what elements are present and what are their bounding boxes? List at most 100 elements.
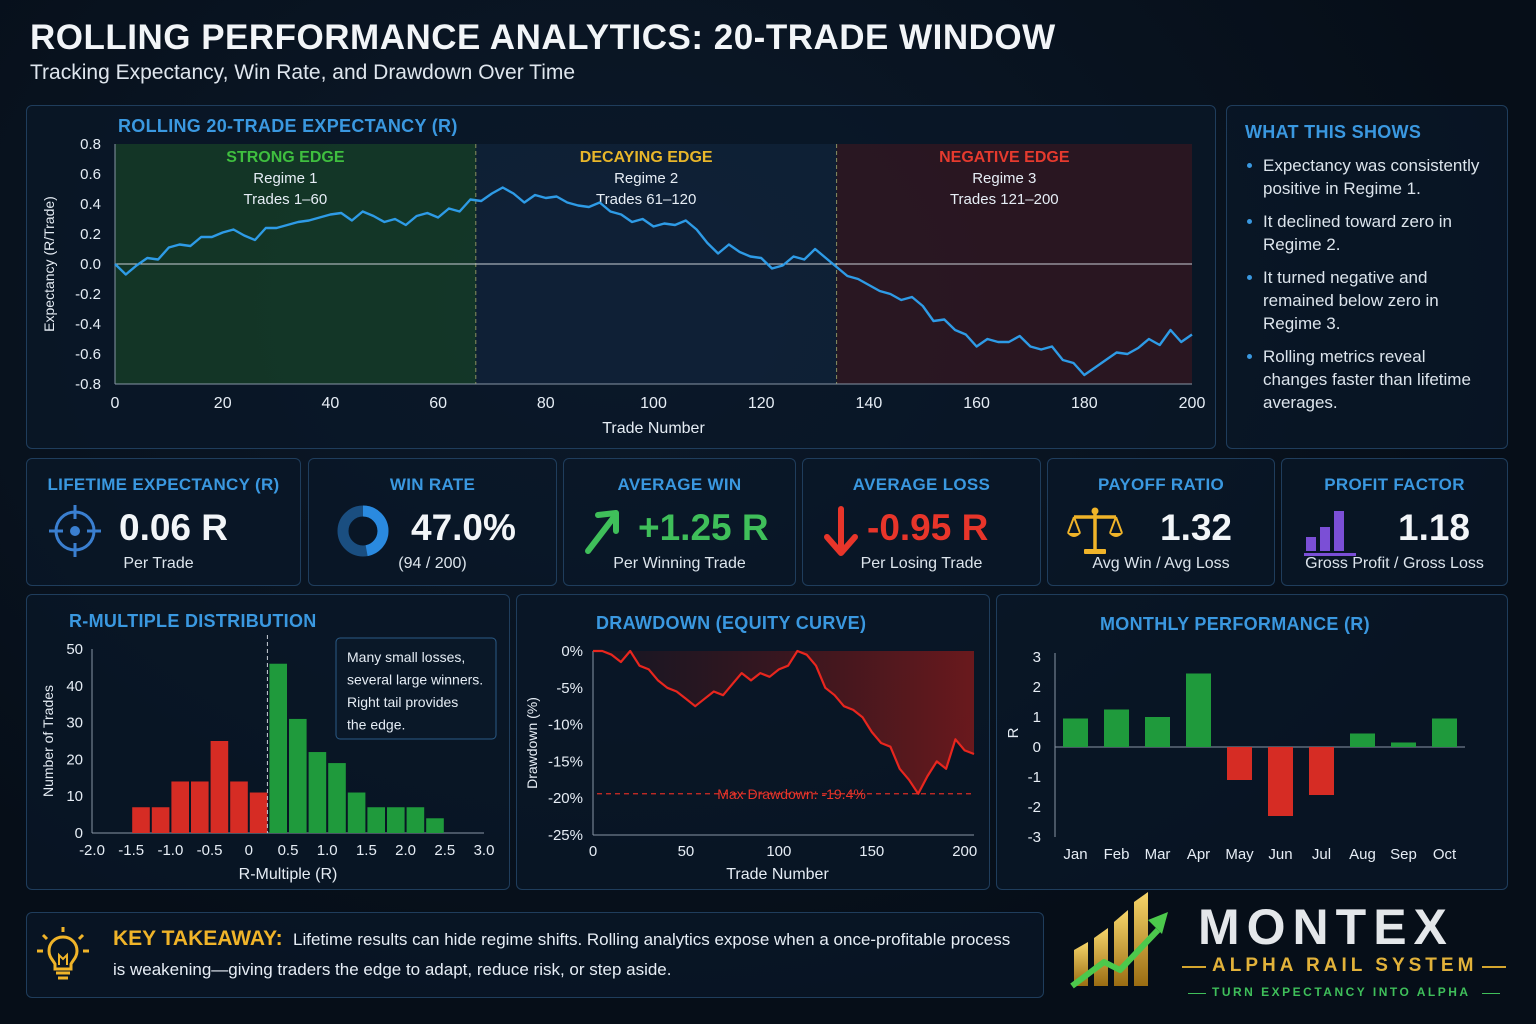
histogram-bar — [367, 807, 385, 833]
x-tick-label: -2.0 — [79, 842, 105, 859]
y-tick-label: -5% — [556, 680, 583, 697]
y-tick-label: 10 — [66, 788, 83, 805]
x-tick-label: 120 — [748, 395, 775, 412]
x-axis-label: Trade Number — [726, 866, 829, 883]
y-tick-label: -10% — [548, 717, 583, 734]
histogram-bar — [230, 781, 248, 833]
expectancy-panel: ROLLING 20-TRADE EXPECTANCY (R) STRONG E… — [26, 105, 1216, 449]
x-tick-label: 40 — [322, 395, 340, 412]
monthly-bar — [1186, 673, 1211, 747]
scale-icon — [1067, 507, 1123, 554]
x-tick-label: -1.5 — [118, 842, 144, 859]
takeaway-text-line2: is weakening—giving traders the edge to … — [113, 960, 672, 979]
kpi-average-win: AVERAGE WIN +1.25 R Per Winning Trade — [563, 458, 796, 586]
kpi-profit-factor: PROFIT FACTOR 1.18 Gross Profit / Gross … — [1281, 458, 1508, 586]
y-tick-label: 0.0 — [80, 256, 101, 273]
kpi-average-loss: AVERAGE LOSS -0.95 R Per Losing Trade — [802, 458, 1041, 586]
y-axis-label: R — [1005, 727, 1022, 738]
y-tick-label: 2 — [1033, 679, 1041, 696]
annotation-text: the edge. — [347, 717, 405, 733]
r-distribution-panel: R-MULTIPLE DISTRIBUTION 0 10 20 30 40 50 -2.0-… — [26, 594, 510, 890]
kpi-lifetime-expectancy: LIFETIME EXPECTANCY (R) 0.06 R Per Trade — [26, 458, 301, 586]
kpi-sub: Per Trade — [123, 555, 194, 572]
r-distribution-title: R-MULTIPLE DISTRIBUTION — [69, 611, 317, 631]
page-subtitle: Tracking Expectancy, Win Rate, and Drawd… — [30, 61, 576, 84]
page-title: ROLLING PERFORMANCE ANALYTICS: 20-TRADE … — [30, 18, 1056, 57]
y-tick-label: -0.8 — [75, 376, 101, 393]
y-tick-label: 0.6 — [80, 166, 101, 183]
y-tick-label: 0 — [1033, 739, 1041, 756]
annotation-text: several large winners. — [347, 672, 483, 688]
brand-line2-right-rule — [1482, 993, 1500, 994]
x-tick-label: 0.5 — [278, 842, 299, 859]
y-tick-label: -3 — [1028, 829, 1041, 846]
lightbulb-icon — [37, 927, 89, 980]
y-tick-label: -20% — [548, 790, 583, 807]
monthly-bar — [1309, 747, 1334, 795]
arrow-down-icon — [824, 506, 858, 556]
x-tick-label: -1.0 — [157, 842, 183, 859]
r-distribution-chart: 0 10 20 30 40 50 -2.0 -1.5 -1.0 -0.5 0 0.5 1.0 1.5 2.0… — [40, 635, 497, 883]
x-tick-label: Sep — [1390, 846, 1417, 863]
x-axis-label: Trade Number — [602, 420, 705, 437]
x-tick-label: 150 — [859, 843, 884, 860]
histogram-bar — [171, 781, 189, 833]
expectancy-chart: STRONG EDGE Regime 1 Trades 1–60 DECAYING E… — [41, 136, 1205, 437]
kpi-title: WIN RATE — [389, 475, 476, 494]
regime-label: STRONG EDGE — [226, 149, 345, 166]
x-tick-label: May — [1225, 846, 1254, 863]
x-tick-label: Aug — [1349, 846, 1376, 863]
what-this-shows-list: Expectancy was consistently positive in … — [1245, 154, 1493, 424]
list-item: It declined toward zero in Regime 2. — [1245, 210, 1493, 256]
histogram-bar — [210, 741, 229, 833]
monthly-chart: 3 2 1 0 -1 -2 -3 R Jan Feb Mar Apr May Jun Jul Aug Sep Oc… — [1005, 649, 1465, 863]
regime-name: Regime 2 — [614, 170, 678, 187]
histogram-bar — [151, 807, 170, 833]
kpi-title: AVERAGE LOSS — [852, 475, 991, 494]
brand-block: MONTEX ALPHA RAIL SYSTEM TURN EXPECTANCY… — [1064, 886, 1524, 1016]
kpi-title: PAYOFF RATIO — [1097, 475, 1225, 494]
brand-name: MONTEX — [1198, 899, 1454, 955]
histogram-bar — [191, 781, 209, 833]
x-tick-label: 20 — [214, 395, 232, 412]
x-tick-label: Apr — [1187, 846, 1210, 863]
kpi-value: 1.18 — [1398, 507, 1471, 548]
histogram-bar — [406, 807, 425, 833]
y-tick-label: 0.8 — [80, 136, 101, 153]
kpi-value: 0.06 R — [119, 507, 229, 548]
x-tick-label: 160 — [963, 395, 990, 412]
regime-label: DECAYING EDGE — [580, 149, 713, 166]
x-tick-label: 0 — [245, 842, 253, 859]
takeaway-label: KEY TAKEAWAY: — [113, 927, 283, 950]
what-this-shows-panel: WHAT THIS SHOWS Expectancy was consisten… — [1226, 105, 1508, 449]
regime-name: Regime 1 — [253, 170, 317, 187]
y-tick-label: -0.2 — [75, 286, 101, 303]
drawdown-panel: DRAWDOWN (EQUITY CURVE) 0% -5% -10% -15% -20… — [516, 594, 990, 890]
regime-name: Regime 3 — [972, 170, 1036, 187]
y-tick-label: -1 — [1028, 769, 1041, 786]
y-tick-label: 0 — [75, 825, 83, 842]
brand-line2-left-rule — [1188, 993, 1206, 994]
regime-range: Trades 1–60 — [244, 191, 328, 208]
kpi-value: 1.32 — [1160, 507, 1233, 548]
kpi-sub: (94 / 200) — [398, 555, 467, 572]
histogram-bar — [426, 818, 444, 833]
monthly-bar — [1227, 747, 1252, 780]
y-tick-label: 1 — [1033, 709, 1041, 726]
monthly-bar — [1391, 742, 1416, 747]
kpi-value: 47.0% — [411, 507, 516, 548]
x-tick-label: 180 — [1071, 395, 1098, 412]
drawdown-chart: 0% -5% -10% -15% -20% -25% 0 50 100 150 200 Max Dra… — [524, 643, 977, 883]
kpi-title: PROFIT FACTOR — [1324, 475, 1465, 494]
brand-line1-right-rule — [1482, 966, 1506, 968]
y-tick-label: 0.2 — [80, 226, 101, 243]
monthly-bar — [1268, 747, 1293, 816]
x-tick-label: 0 — [111, 395, 120, 412]
x-tick-label: 80 — [537, 395, 555, 412]
x-tick-label: 1.0 — [317, 842, 338, 859]
x-tick-label: 60 — [429, 395, 447, 412]
brand-line1-left-rule — [1182, 966, 1206, 968]
kpi-sub: Gross Profit / Gross Loss — [1305, 555, 1484, 572]
x-tick-label: Jun — [1268, 846, 1292, 863]
takeaway-text-line1: Lifetime results can hide regime shifts.… — [293, 930, 1011, 949]
